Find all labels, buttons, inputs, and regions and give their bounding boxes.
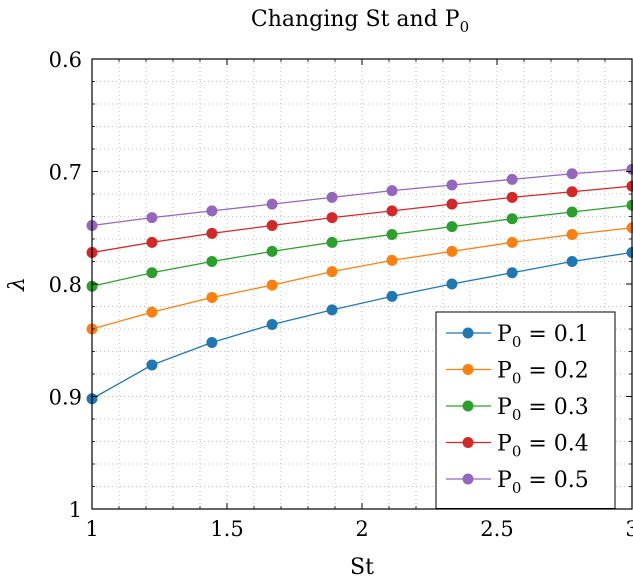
data-point bbox=[386, 205, 398, 217]
legend-marker bbox=[462, 400, 474, 412]
data-point bbox=[146, 306, 158, 318]
data-point bbox=[206, 227, 218, 239]
data-point bbox=[326, 304, 338, 316]
x-axis-title: St bbox=[350, 555, 374, 580]
legend-label: P0 = 0.5 bbox=[497, 468, 589, 497]
data-point bbox=[326, 212, 338, 224]
legend: P0 = 0.1 P0 = 0.2 P0 = 0.3 P0 = 0.4 P0 = 0.5 bbox=[435, 311, 616, 509]
series-2 bbox=[86, 222, 633, 335]
series-line bbox=[91, 251, 633, 400]
series-line bbox=[91, 185, 633, 254]
series-line bbox=[91, 227, 633, 330]
series-3 bbox=[86, 199, 633, 292]
x-tick-label: 2 bbox=[355, 517, 368, 541]
data-point bbox=[266, 245, 278, 257]
data-point bbox=[626, 222, 633, 234]
data-point bbox=[626, 180, 633, 192]
data-point bbox=[326, 191, 338, 203]
legend-entry: P0 = 0.4 bbox=[446, 432, 589, 461]
legend-marker bbox=[462, 473, 474, 485]
x-tick-label: 2.5 bbox=[480, 517, 513, 541]
y-tick-label: 1 bbox=[69, 498, 82, 522]
data-point bbox=[266, 319, 278, 330]
data-point bbox=[326, 266, 338, 278]
x-tick-label: 3 bbox=[625, 517, 633, 541]
legend-entry: P0 = 0.2 bbox=[446, 359, 589, 388]
data-point bbox=[626, 247, 633, 258]
data-point bbox=[146, 236, 158, 248]
data-point bbox=[566, 256, 578, 267]
grid bbox=[91, 58, 633, 510]
data-point bbox=[206, 337, 218, 348]
data-point bbox=[386, 290, 398, 302]
legend-entry: P0 = 0.1 bbox=[446, 322, 589, 351]
data-point bbox=[386, 185, 398, 197]
y-axis-title: λ bbox=[5, 277, 30, 292]
legend-label: P0 = 0.4 bbox=[497, 432, 589, 461]
data-point bbox=[446, 245, 458, 257]
data-point bbox=[626, 199, 633, 211]
data-point bbox=[206, 292, 218, 303]
chart-title-subscript: 0 bbox=[460, 18, 470, 36]
data-point bbox=[566, 206, 578, 218]
series-line bbox=[91, 168, 633, 227]
series-1 bbox=[86, 247, 633, 405]
series-line bbox=[91, 204, 633, 287]
data-point bbox=[446, 278, 458, 290]
legend-label: P0 = 0.3 bbox=[497, 395, 589, 424]
y-tick-label: 0.8 bbox=[49, 273, 82, 297]
x-tick-label: 1.5 bbox=[210, 517, 243, 541]
legend-entry: P0 = 0.5 bbox=[446, 468, 589, 497]
data-point bbox=[446, 179, 458, 191]
data-point bbox=[206, 256, 218, 267]
axis-ticks: 1 1.5 2 2.5 3 0.6 0.7 0.8 0.9 1 bbox=[49, 48, 633, 541]
data-point bbox=[326, 236, 338, 248]
legend-entry: P0 = 0.3 bbox=[446, 395, 589, 424]
data-point bbox=[506, 191, 518, 203]
data-point bbox=[146, 212, 158, 224]
data-point bbox=[566, 186, 578, 198]
x-tick-label: 1 bbox=[85, 517, 98, 541]
series-layer bbox=[86, 163, 633, 405]
data-point bbox=[566, 229, 578, 240]
legend-label: P0 = 0.1 bbox=[497, 322, 589, 351]
data-point bbox=[266, 279, 278, 291]
data-point bbox=[446, 221, 458, 233]
data-point bbox=[386, 254, 398, 266]
chart-title: Changing St and P0 bbox=[251, 7, 469, 36]
data-point bbox=[506, 236, 518, 248]
legend-marker bbox=[462, 364, 474, 375]
data-point bbox=[206, 205, 218, 217]
legend-marker bbox=[462, 437, 474, 448]
data-point bbox=[506, 213, 518, 225]
legend-label: P0 = 0.2 bbox=[497, 359, 589, 388]
data-point bbox=[506, 173, 518, 185]
data-point bbox=[146, 359, 158, 371]
y-tick-label: 0.7 bbox=[49, 161, 82, 185]
data-point bbox=[446, 198, 458, 210]
y-tick-label: 0.6 bbox=[49, 48, 82, 72]
data-point bbox=[506, 267, 518, 279]
data-point bbox=[566, 168, 578, 180]
series-5 bbox=[86, 163, 633, 231]
y-tick-label: 0.9 bbox=[49, 386, 82, 410]
data-point bbox=[386, 229, 398, 240]
data-point bbox=[266, 198, 278, 210]
data-point bbox=[146, 267, 158, 279]
data-point bbox=[266, 220, 278, 231]
legend-marker bbox=[462, 327, 474, 339]
